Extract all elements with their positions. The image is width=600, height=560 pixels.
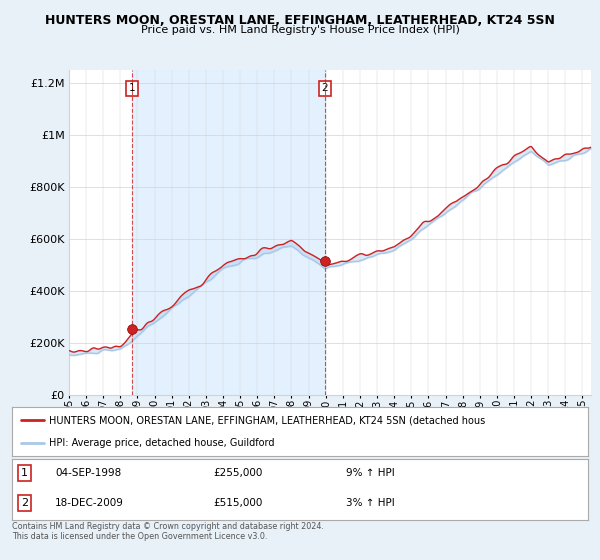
Text: 04-SEP-1998: 04-SEP-1998 bbox=[55, 468, 121, 478]
Text: HUNTERS MOON, ORESTAN LANE, EFFINGHAM, LEATHERHEAD, KT24 5SN (detached hous: HUNTERS MOON, ORESTAN LANE, EFFINGHAM, L… bbox=[49, 416, 485, 426]
Text: 1: 1 bbox=[21, 468, 28, 478]
Text: HPI: Average price, detached house, Guildford: HPI: Average price, detached house, Guil… bbox=[49, 438, 275, 448]
Text: £255,000: £255,000 bbox=[214, 468, 263, 478]
Text: £515,000: £515,000 bbox=[214, 498, 263, 508]
Text: Contains HM Land Registry data © Crown copyright and database right 2024.
This d: Contains HM Land Registry data © Crown c… bbox=[12, 522, 324, 542]
Bar bbox=[132, 70, 325, 395]
Text: HUNTERS MOON, ORESTAN LANE, EFFINGHAM, LEATHERHEAD, KT24 5SN: HUNTERS MOON, ORESTAN LANE, EFFINGHAM, L… bbox=[45, 14, 555, 27]
Text: 2: 2 bbox=[322, 83, 328, 93]
Text: Price paid vs. HM Land Registry's House Price Index (HPI): Price paid vs. HM Land Registry's House … bbox=[140, 25, 460, 35]
Text: 9% ↑ HPI: 9% ↑ HPI bbox=[346, 468, 395, 478]
Text: 2: 2 bbox=[21, 498, 28, 508]
Text: 18-DEC-2009: 18-DEC-2009 bbox=[55, 498, 124, 508]
Text: 3% ↑ HPI: 3% ↑ HPI bbox=[346, 498, 395, 508]
Text: 1: 1 bbox=[128, 83, 135, 93]
